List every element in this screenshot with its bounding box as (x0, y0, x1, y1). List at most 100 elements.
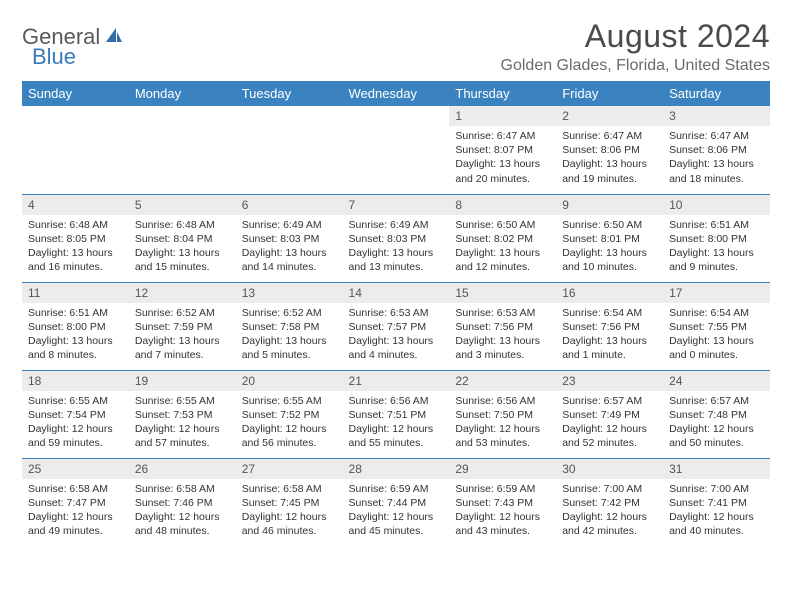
calendar-day-cell: 27Sunrise: 6:58 AMSunset: 7:45 PMDayligh… (236, 458, 343, 546)
daylight-line-2: and 19 minutes. (562, 172, 657, 186)
daylight-line-1: Daylight: 12 hours (349, 422, 444, 436)
day-number: 1 (449, 106, 556, 126)
day-number: 6 (236, 195, 343, 215)
day-content: Sunrise: 6:56 AMSunset: 7:51 PMDaylight:… (343, 391, 450, 455)
sunset-line: Sunset: 7:59 PM (135, 320, 230, 334)
daylight-line-1: Daylight: 13 hours (669, 157, 764, 171)
day-header: Tuesday (236, 81, 343, 106)
sunrise-line: Sunrise: 6:52 AM (242, 306, 337, 320)
day-content: Sunrise: 6:53 AMSunset: 7:56 PMDaylight:… (449, 303, 556, 367)
daylight-line-1: Daylight: 13 hours (242, 246, 337, 260)
daylight-line-1: Daylight: 13 hours (349, 334, 444, 348)
day-content: Sunrise: 6:58 AMSunset: 7:45 PMDaylight:… (236, 479, 343, 543)
daylight-line-2: and 57 minutes. (135, 436, 230, 450)
daylight-line-2: and 14 minutes. (242, 260, 337, 274)
daylight-line-2: and 52 minutes. (562, 436, 657, 450)
daylight-line-1: Daylight: 13 hours (135, 246, 230, 260)
day-content: Sunrise: 6:59 AMSunset: 7:43 PMDaylight:… (449, 479, 556, 543)
sunrise-line: Sunrise: 6:55 AM (28, 394, 123, 408)
daylight-line-2: and 59 minutes. (28, 436, 123, 450)
calendar-day-cell: 29Sunrise: 6:59 AMSunset: 7:43 PMDayligh… (449, 458, 556, 546)
location-text: Golden Glades, Florida, United States (501, 57, 770, 75)
day-number: 16 (556, 283, 663, 303)
sunrise-line: Sunrise: 6:50 AM (562, 218, 657, 232)
daylight-line-1: Daylight: 13 hours (669, 246, 764, 260)
day-content: Sunrise: 6:54 AMSunset: 7:56 PMDaylight:… (556, 303, 663, 367)
daylight-line-1: Daylight: 12 hours (28, 510, 123, 524)
daylight-line-2: and 46 minutes. (242, 524, 337, 538)
calendar-day-cell: 3Sunrise: 6:47 AMSunset: 8:06 PMDaylight… (663, 106, 770, 194)
calendar-day-cell: 23Sunrise: 6:57 AMSunset: 7:49 PMDayligh… (556, 370, 663, 458)
daylight-line-2: and 43 minutes. (455, 524, 550, 538)
day-content: Sunrise: 6:55 AMSunset: 7:52 PMDaylight:… (236, 391, 343, 455)
day-number: 18 (22, 371, 129, 391)
day-number: 8 (449, 195, 556, 215)
day-content: Sunrise: 6:47 AMSunset: 8:07 PMDaylight:… (449, 126, 556, 190)
day-header: Friday (556, 81, 663, 106)
daylight-line-1: Daylight: 13 hours (135, 334, 230, 348)
daylight-line-2: and 55 minutes. (349, 436, 444, 450)
calendar-day-cell: 30Sunrise: 7:00 AMSunset: 7:42 PMDayligh… (556, 458, 663, 546)
calendar-day-cell: 6Sunrise: 6:49 AMSunset: 8:03 PMDaylight… (236, 194, 343, 282)
calendar-day-cell: 2Sunrise: 6:47 AMSunset: 8:06 PMDaylight… (556, 106, 663, 194)
day-header-row: Sunday Monday Tuesday Wednesday Thursday… (22, 81, 770, 106)
sunset-line: Sunset: 8:06 PM (669, 143, 764, 157)
calendar-day-cell: 18Sunrise: 6:55 AMSunset: 7:54 PMDayligh… (22, 370, 129, 458)
day-number: 15 (449, 283, 556, 303)
day-header: Saturday (663, 81, 770, 106)
day-number: 2 (556, 106, 663, 126)
daylight-line-1: Daylight: 12 hours (669, 510, 764, 524)
sunrise-line: Sunrise: 7:00 AM (669, 482, 764, 496)
day-number: 21 (343, 371, 450, 391)
day-number: 26 (129, 459, 236, 479)
sunset-line: Sunset: 7:43 PM (455, 496, 550, 510)
calendar-day-cell: 11Sunrise: 6:51 AMSunset: 8:00 PMDayligh… (22, 282, 129, 370)
sunset-line: Sunset: 8:07 PM (455, 143, 550, 157)
day-content: Sunrise: 6:50 AMSunset: 8:02 PMDaylight:… (449, 215, 556, 279)
day-content: Sunrise: 7:00 AMSunset: 7:41 PMDaylight:… (663, 479, 770, 543)
calendar-week-row: 25Sunrise: 6:58 AMSunset: 7:47 PMDayligh… (22, 458, 770, 546)
sunrise-line: Sunrise: 6:54 AM (669, 306, 764, 320)
sunset-line: Sunset: 7:41 PM (669, 496, 764, 510)
day-number: 23 (556, 371, 663, 391)
sunset-line: Sunset: 7:54 PM (28, 408, 123, 422)
daylight-line-2: and 49 minutes. (28, 524, 123, 538)
daylight-line-2: and 20 minutes. (455, 172, 550, 186)
daylight-line-2: and 4 minutes. (349, 348, 444, 362)
daylight-line-1: Daylight: 13 hours (28, 246, 123, 260)
sunset-line: Sunset: 8:03 PM (349, 232, 444, 246)
sunset-line: Sunset: 7:56 PM (455, 320, 550, 334)
day-content: Sunrise: 6:58 AMSunset: 7:46 PMDaylight:… (129, 479, 236, 543)
daylight-line-2: and 53 minutes. (455, 436, 550, 450)
day-content: Sunrise: 6:53 AMSunset: 7:57 PMDaylight:… (343, 303, 450, 367)
daylight-line-2: and 3 minutes. (455, 348, 550, 362)
day-number: 12 (129, 283, 236, 303)
daylight-line-1: Daylight: 12 hours (242, 422, 337, 436)
sunrise-line: Sunrise: 6:53 AM (455, 306, 550, 320)
sunset-line: Sunset: 7:52 PM (242, 408, 337, 422)
sunrise-line: Sunrise: 6:52 AM (135, 306, 230, 320)
calendar-day-cell: 16Sunrise: 6:54 AMSunset: 7:56 PMDayligh… (556, 282, 663, 370)
day-number: 31 (663, 459, 770, 479)
daylight-line-2: and 5 minutes. (242, 348, 337, 362)
daylight-line-1: Daylight: 13 hours (242, 334, 337, 348)
sunset-line: Sunset: 8:01 PM (562, 232, 657, 246)
calendar-day-cell: 13Sunrise: 6:52 AMSunset: 7:58 PMDayligh… (236, 282, 343, 370)
day-content: Sunrise: 6:56 AMSunset: 7:50 PMDaylight:… (449, 391, 556, 455)
daylight-line-2: and 56 minutes. (242, 436, 337, 450)
day-content: Sunrise: 6:52 AMSunset: 7:59 PMDaylight:… (129, 303, 236, 367)
calendar-table: Sunday Monday Tuesday Wednesday Thursday… (22, 81, 770, 546)
day-content: Sunrise: 6:47 AMSunset: 8:06 PMDaylight:… (556, 126, 663, 190)
daylight-line-2: and 15 minutes. (135, 260, 230, 274)
daylight-line-1: Daylight: 13 hours (349, 246, 444, 260)
sunset-line: Sunset: 8:00 PM (669, 232, 764, 246)
day-header: Wednesday (343, 81, 450, 106)
sunrise-line: Sunrise: 6:47 AM (455, 129, 550, 143)
day-number: 11 (22, 283, 129, 303)
daylight-line-2: and 13 minutes. (349, 260, 444, 274)
day-content: Sunrise: 6:55 AMSunset: 7:54 PMDaylight:… (22, 391, 129, 455)
day-number: 22 (449, 371, 556, 391)
calendar-week-row: 4Sunrise: 6:48 AMSunset: 8:05 PMDaylight… (22, 194, 770, 282)
daylight-line-1: Daylight: 13 hours (562, 246, 657, 260)
day-number: 3 (663, 106, 770, 126)
